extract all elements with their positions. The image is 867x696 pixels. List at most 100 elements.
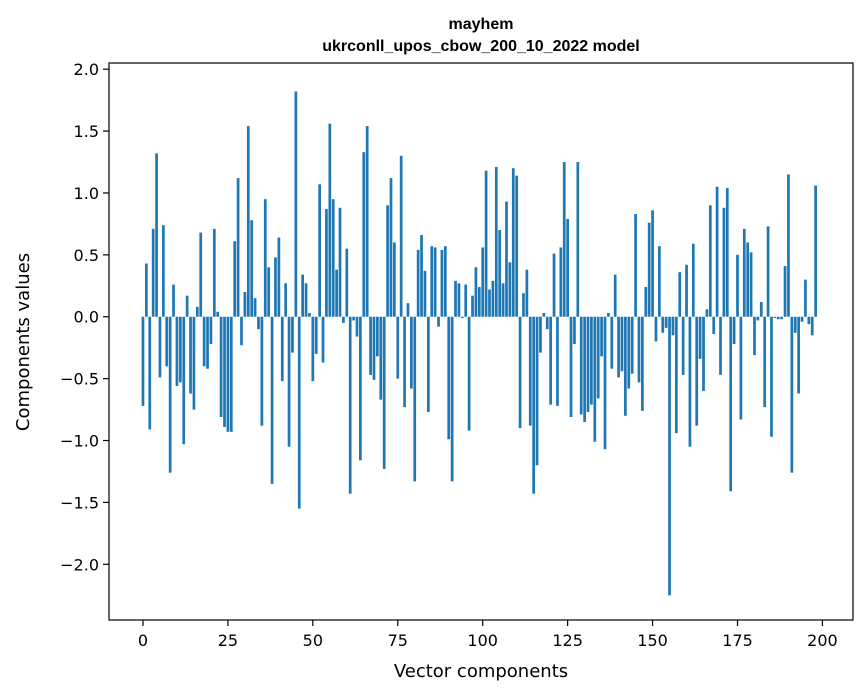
x-tick-label: 0 xyxy=(138,631,148,650)
bar-9 xyxy=(172,284,175,317)
bar-70 xyxy=(379,316,383,400)
bar-144 xyxy=(630,316,634,374)
bar-64 xyxy=(359,316,362,461)
bar-177 xyxy=(742,228,746,317)
x-tick-label: 200 xyxy=(807,631,838,650)
bar-98 xyxy=(474,267,478,317)
y-tick-label: −1.5 xyxy=(60,493,99,512)
bar-198 xyxy=(814,185,817,317)
bar-167 xyxy=(708,205,712,317)
bar-169 xyxy=(715,186,719,317)
bar-80 xyxy=(413,316,417,482)
bar-93 xyxy=(457,283,461,317)
bar-7 xyxy=(165,316,169,367)
bar-31 xyxy=(246,126,250,317)
bar-60 xyxy=(345,248,349,317)
bar-54 xyxy=(325,209,328,317)
bar-174 xyxy=(732,316,736,344)
bar-66 xyxy=(365,126,369,317)
bar-0 xyxy=(141,316,145,406)
y-tick-label: 1.5 xyxy=(74,122,99,141)
bar-43 xyxy=(287,316,291,447)
bar-121 xyxy=(552,253,556,317)
bar-36 xyxy=(263,199,267,317)
bar-52 xyxy=(318,184,321,317)
bar-189 xyxy=(783,266,787,317)
x-tick-label: 75 xyxy=(388,631,408,650)
bar-111 xyxy=(518,316,522,429)
bar-170 xyxy=(719,316,722,375)
bar-104 xyxy=(494,166,498,317)
bar-10 xyxy=(175,316,179,387)
y-tick-label: 2.0 xyxy=(74,60,99,79)
bar-185 xyxy=(770,316,773,437)
bar-192 xyxy=(793,316,797,333)
x-axis-ticks: 0 25 50 75 100 125 150 175 200 xyxy=(138,620,838,650)
bar-115 xyxy=(532,316,536,494)
bar-47 xyxy=(301,274,304,317)
bar-132 xyxy=(590,316,593,405)
bar-89 xyxy=(443,246,447,317)
bar-116 xyxy=(535,316,539,466)
bar-67 xyxy=(369,316,372,375)
bar-82 xyxy=(420,235,423,317)
bar-21 xyxy=(212,228,216,317)
bar-172 xyxy=(725,188,729,317)
bar-33 xyxy=(253,298,257,317)
bar-134 xyxy=(596,316,600,399)
bar-173 xyxy=(729,316,733,492)
bar-179 xyxy=(749,252,753,317)
bar-42 xyxy=(284,283,288,317)
bar-149 xyxy=(647,222,651,317)
bar-79 xyxy=(410,316,413,389)
bar-186 xyxy=(773,316,777,318)
bar-108 xyxy=(508,262,512,317)
bar-188 xyxy=(780,316,784,320)
bar-138 xyxy=(610,316,614,369)
bar-96 xyxy=(467,316,471,431)
bar-126 xyxy=(569,316,573,417)
bar-112 xyxy=(522,293,525,317)
bar-100 xyxy=(481,247,485,317)
bar-195 xyxy=(804,279,807,317)
bar-128 xyxy=(576,162,580,317)
bar-85 xyxy=(430,246,434,317)
bar-94 xyxy=(460,316,464,318)
bar-16 xyxy=(195,306,199,317)
bar-75 xyxy=(396,316,400,379)
x-tick-label: 25 xyxy=(218,631,238,650)
bar-159 xyxy=(681,316,685,375)
bar-99 xyxy=(477,287,481,317)
bar-191 xyxy=(790,316,794,473)
bar-194 xyxy=(800,316,804,322)
bar-6 xyxy=(162,225,165,317)
bar-4 xyxy=(155,153,158,317)
bar-124 xyxy=(562,162,566,317)
bar-77 xyxy=(403,316,406,408)
bar-190 xyxy=(787,174,790,317)
bar-65 xyxy=(362,152,366,317)
bar-12 xyxy=(182,316,186,445)
bar-78 xyxy=(406,303,410,317)
bar-180 xyxy=(753,316,756,356)
bar-197 xyxy=(810,316,814,336)
bar-57 xyxy=(335,269,338,317)
chart-subtitle: ukrconll_upos_cbow_200_10_2022 model xyxy=(322,38,639,55)
bar-51 xyxy=(314,316,318,354)
bar-141 xyxy=(620,316,624,372)
bar-148 xyxy=(644,287,648,317)
y-axis-label: Components values xyxy=(13,253,34,431)
x-tick-label: 125 xyxy=(552,631,583,650)
bar-73 xyxy=(389,178,393,317)
bar-88 xyxy=(440,249,444,317)
bar-145 xyxy=(634,214,637,317)
bar-35 xyxy=(260,316,264,426)
bar-123 xyxy=(559,247,563,317)
bar-48 xyxy=(304,283,308,317)
bar-41 xyxy=(280,316,284,382)
bar-27 xyxy=(233,241,237,317)
bar-13 xyxy=(185,295,189,317)
bar-74 xyxy=(393,242,396,317)
bar-32 xyxy=(250,220,254,317)
bar-147 xyxy=(641,316,644,411)
